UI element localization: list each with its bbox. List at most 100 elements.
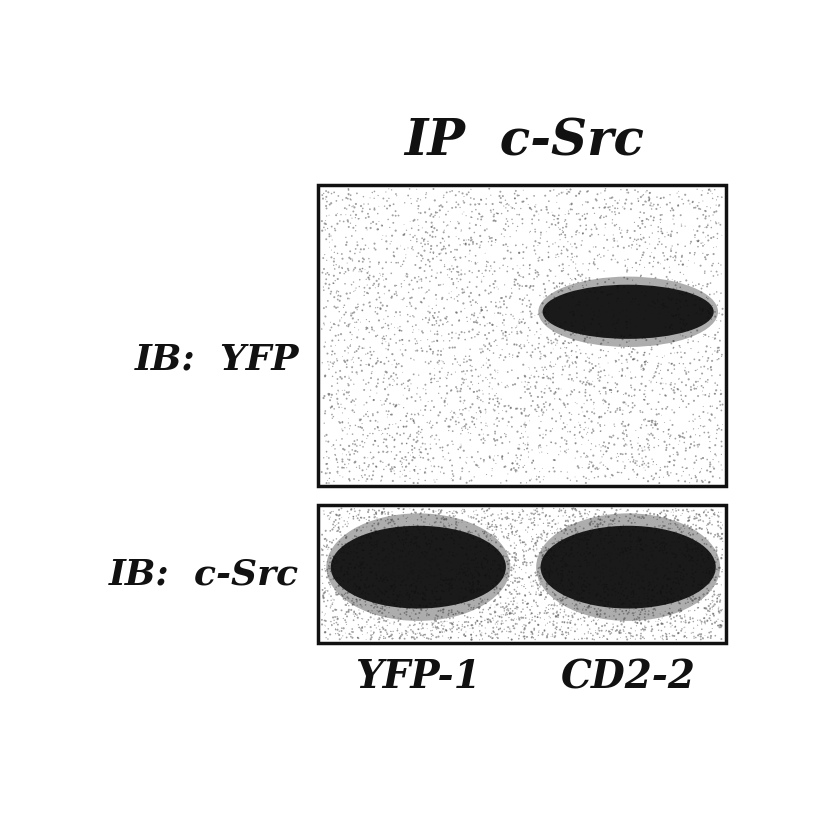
Point [340,618,353,631]
Point [653,586,667,599]
Point [442,632,455,645]
Point [339,532,352,545]
Point [436,355,449,368]
Point [694,615,707,628]
Point [705,504,719,517]
Point [386,632,399,645]
Point [482,380,495,393]
Point [606,229,619,242]
Point [405,568,418,581]
Point [464,567,477,580]
Point [554,228,567,241]
Point [516,597,529,610]
Point [435,330,448,343]
Point [393,344,406,357]
Point [356,521,370,534]
Point [670,186,683,199]
Point [510,597,523,610]
Point [649,524,662,537]
Point [505,525,519,538]
Point [674,376,687,389]
Point [504,411,518,424]
Point [585,228,598,241]
Point [663,542,676,555]
Point [609,567,623,580]
Point [335,432,348,445]
Point [589,589,602,602]
Point [328,603,342,616]
Point [331,461,344,474]
Point [557,337,570,350]
Point [470,560,483,573]
Point [629,566,643,579]
Point [614,183,627,196]
Point [510,580,523,593]
Point [685,545,698,558]
Point [705,510,718,523]
Point [448,408,461,421]
Point [652,307,665,320]
Point [590,608,604,621]
Point [492,414,505,427]
Point [390,594,404,607]
Point [465,415,478,428]
Point [424,615,437,628]
Point [540,549,553,562]
Point [479,553,492,566]
Point [557,615,571,628]
Point [396,401,409,414]
Point [377,614,390,627]
Point [544,555,557,568]
Point [342,474,356,487]
Point [365,535,378,548]
Point [566,308,580,321]
Point [525,339,538,352]
Point [551,510,564,523]
Point [340,566,353,579]
Point [321,623,334,636]
Point [504,518,517,531]
Point [583,519,596,532]
Point [342,507,356,520]
Point [635,510,648,523]
Point [606,621,619,634]
Point [668,572,681,585]
Point [409,536,422,549]
Point [693,316,706,329]
Point [712,530,725,543]
Point [582,352,595,365]
Point [507,339,520,352]
Point [425,569,438,582]
Point [380,380,394,393]
Point [608,342,621,355]
Point [710,589,723,602]
Point [358,580,371,593]
Point [592,317,605,330]
Point [408,441,421,454]
Point [327,571,341,584]
Point [403,472,416,485]
Point [543,425,557,438]
Point [371,517,385,530]
Point [608,205,621,218]
Point [523,603,536,616]
Point [670,448,683,461]
Point [663,243,676,256]
Point [321,567,334,580]
Point [567,272,581,285]
Point [661,505,674,518]
Point [442,564,456,577]
Point [430,416,443,429]
Point [443,215,457,228]
Point [579,195,592,208]
Point [361,287,375,300]
Point [499,430,512,443]
Point [356,620,369,633]
Text: CD2-2: CD2-2 [560,659,695,697]
Point [369,505,382,519]
Point [446,608,459,621]
Point [329,532,342,545]
Point [344,353,357,366]
Point [389,521,402,534]
Point [535,628,548,641]
